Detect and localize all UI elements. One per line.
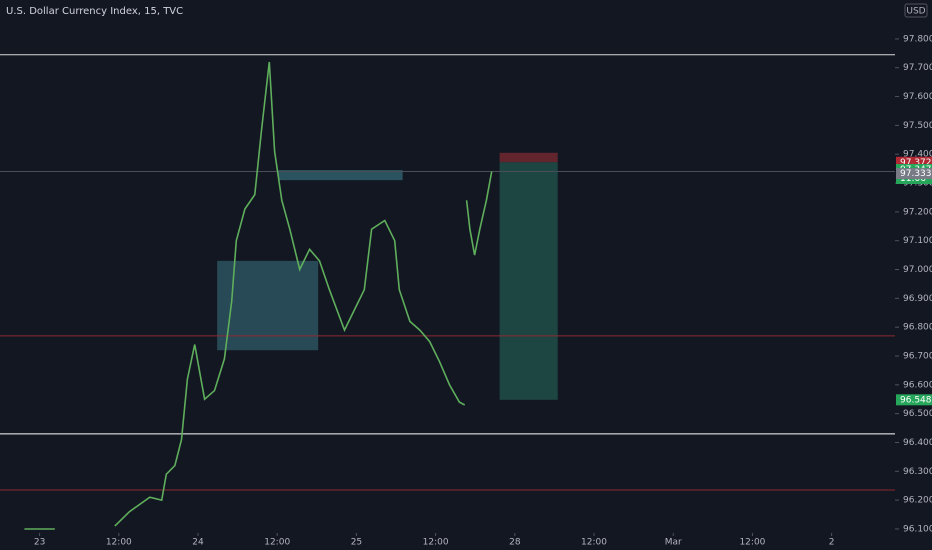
price-label: 97.372	[900, 158, 932, 168]
y-tick-label: 96.400	[903, 438, 932, 448]
x-tick-label: 12:00	[106, 538, 132, 548]
price-label-box	[896, 394, 932, 406]
x-tick-label: 12:00	[581, 538, 607, 548]
y-tick-label: 96.200	[903, 496, 932, 506]
price-label-box	[896, 168, 932, 180]
price-label: 96.548	[900, 395, 932, 405]
y-tick-label: 96.700	[903, 352, 932, 362]
y-tick-label: 97.000	[903, 265, 932, 275]
y-tick-label: 96.600	[903, 380, 932, 390]
x-tick-label: 12:00	[264, 538, 290, 548]
x-tick-label: 24	[192, 538, 204, 548]
currency[interactable]: USD	[906, 7, 925, 17]
drawing-box	[217, 260, 319, 351]
y-tick-label: 97.800	[903, 34, 932, 44]
x-tick-label: Mar	[665, 538, 682, 548]
drawing-box	[278, 170, 403, 181]
x-tick-label: 2	[829, 538, 835, 548]
drawing-box	[499, 162, 558, 400]
price-label: 97.333	[900, 169, 932, 179]
drawing-box	[499, 152, 558, 163]
y-tick-label: 97.700	[903, 63, 932, 73]
y-tick-label: 97.200	[903, 207, 932, 217]
price-line	[24, 61, 493, 530]
y-tick-label: 96.100	[903, 524, 932, 534]
y-tick-label: 97.500	[903, 121, 932, 131]
y-tick-label: 97.600	[903, 92, 932, 102]
x-tick-label: 12:00	[423, 538, 449, 548]
y-tick-label: 96.900	[903, 294, 932, 304]
y-tick-label: 97.100	[903, 236, 932, 246]
y-tick-label: 96.300	[903, 467, 932, 477]
x-tick-label: 23	[34, 538, 45, 548]
x-tick-label: 28	[509, 538, 521, 548]
x-tick-label: 12:00	[739, 538, 765, 548]
price-label-box	[896, 156, 932, 168]
y-tick-label: 97.400	[903, 150, 932, 160]
y-tick-label: 96.800	[903, 323, 932, 333]
y-tick-label: 96.500	[903, 409, 932, 419]
x-tick-label: 25	[351, 538, 362, 548]
chart-title: U.S. Dollar Currency Index, 15, TVC	[6, 6, 183, 17]
currency-button[interactable]	[904, 3, 928, 18]
